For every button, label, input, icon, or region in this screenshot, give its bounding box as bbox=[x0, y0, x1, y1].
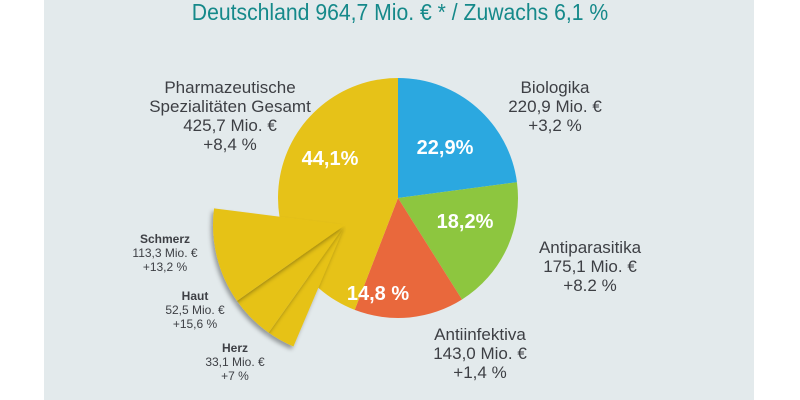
slice-percent-label: 14,8 % bbox=[347, 283, 409, 305]
label-amount: 52,5 Mio. € bbox=[165, 303, 225, 317]
label-name: Spezialitäten Gesamt bbox=[149, 97, 311, 116]
slice-percent-label: 18,2% bbox=[437, 211, 494, 233]
label-name: Pharmazeutische bbox=[164, 78, 296, 97]
label-amount: 175,1 Mio. € bbox=[543, 257, 637, 276]
label-amount: 113,3 Mio. € bbox=[132, 246, 198, 260]
label-growth: +7 % bbox=[221, 369, 249, 383]
label-amount: 33,1 Mio. € bbox=[205, 355, 265, 369]
pie-subslice-haut bbox=[236, 225, 345, 333]
pie-slice-antiinfektiva bbox=[354, 198, 462, 318]
label-name: Biologika bbox=[520, 78, 590, 97]
pie-slice-biologika bbox=[398, 78, 517, 198]
slice-percent-label: 22,9% bbox=[417, 137, 474, 159]
label-growth: +3,2 % bbox=[528, 116, 582, 135]
label-haut: Haut 52,5 Mio. € +15,6 % bbox=[150, 289, 240, 331]
label-growth: +8.2 % bbox=[563, 276, 617, 295]
label-growth: +1,4 % bbox=[453, 363, 507, 382]
chart-title: Deutschland 964,7 Mio. € * / Zuwachs 6,1… bbox=[191, 0, 609, 25]
label-herz: Herz 33,1 Mio. € +7 % bbox=[190, 341, 280, 383]
label-pharma: Pharmazeutische Spezialitäten Gesamt 425… bbox=[130, 78, 330, 154]
label-amount: 220,9 Mio. € bbox=[508, 97, 602, 116]
label-amount: 143,0 Mio. € bbox=[433, 344, 527, 363]
label-biologika: Biologika 220,9 Mio. € +3,2 % bbox=[480, 78, 630, 135]
label-antiinfektiva: Antiinfektiva 143,0 Mio. € +1,4 % bbox=[405, 325, 555, 382]
label-amount: 425,7 Mio. € bbox=[183, 116, 277, 135]
label-growth: +15,6 % bbox=[172, 317, 218, 331]
label-growth: +8,4 % bbox=[203, 135, 257, 154]
label-antiparasitika: Antiparasitika 175,1 Mio. € +8.2 % bbox=[510, 238, 670, 295]
label-name: Antiinfektiva bbox=[434, 325, 526, 344]
label-name: Haut bbox=[181, 289, 209, 303]
label-name: Herz bbox=[221, 341, 248, 355]
label-name: Schmerz bbox=[139, 232, 191, 246]
label-schmerz: Schmerz 113,3 Mio. € +13,2 % bbox=[125, 232, 205, 274]
slice-percent-label: 44,1% bbox=[302, 148, 359, 170]
label-growth: +13,2 % bbox=[142, 260, 188, 274]
pie-subslice-schmerz bbox=[212, 208, 345, 301]
pie-subslice-herz bbox=[268, 225, 345, 347]
label-name: Antiparasitika bbox=[538, 238, 642, 257]
pie-slice-antiparasitika bbox=[398, 182, 518, 300]
